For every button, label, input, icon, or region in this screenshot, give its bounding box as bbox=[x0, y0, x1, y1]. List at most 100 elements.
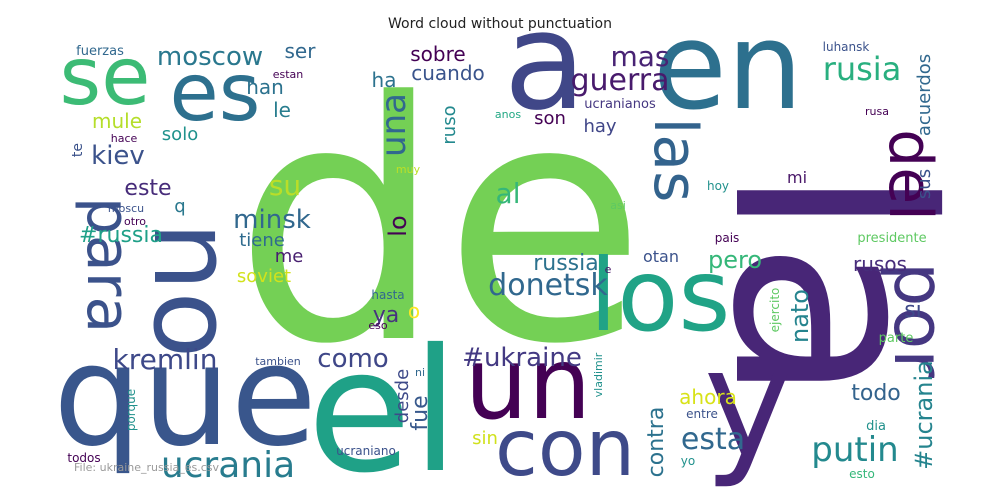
word-al: al bbox=[496, 177, 521, 210]
word-pais: pais bbox=[715, 231, 740, 245]
word-esta: esta bbox=[681, 422, 745, 457]
word-ha: ha bbox=[372, 68, 397, 92]
word-ucrania: #ucrania bbox=[910, 360, 938, 470]
word-ni: ni bbox=[415, 366, 425, 379]
word-la: la bbox=[673, 165, 988, 405]
word-kremlin: kremlin bbox=[113, 343, 218, 376]
word-ejercito: ejercito bbox=[768, 288, 782, 333]
word-o: o bbox=[408, 299, 420, 323]
word-a: a bbox=[504, 0, 587, 140]
chart-title: Word cloud without punctuation bbox=[388, 16, 612, 32]
word-ucranianos: ucranianos bbox=[584, 97, 656, 112]
word-ruso: ruso bbox=[439, 105, 460, 144]
word-kiev: kiev bbox=[91, 141, 145, 171]
word-entre: entre bbox=[686, 407, 718, 421]
word-si: si bbox=[904, 298, 922, 323]
word-su: su bbox=[269, 169, 301, 202]
word-anos: anos bbox=[495, 108, 521, 121]
word-mi: mi bbox=[787, 168, 807, 187]
word-hay: hay bbox=[583, 116, 616, 137]
word-se: se bbox=[60, 30, 151, 123]
word-cuando: cuando bbox=[411, 61, 485, 85]
word-no: no bbox=[129, 221, 257, 358]
word-otro: otro bbox=[124, 215, 146, 228]
word-han: han bbox=[246, 75, 284, 99]
word-soviet: soviet bbox=[237, 266, 291, 287]
word-un: un bbox=[465, 325, 592, 442]
word-tiene: tiene bbox=[239, 230, 285, 251]
word-ya: ya bbox=[373, 303, 400, 328]
word-donetsk: donetsk bbox=[488, 268, 608, 303]
word-dia: dia bbox=[866, 419, 886, 434]
word-fue: fue bbox=[408, 395, 433, 430]
word-pero: pero bbox=[708, 246, 762, 274]
word-q: q bbox=[174, 196, 185, 217]
word-putin: putin bbox=[811, 430, 898, 470]
word-ucraniano: ucraniano bbox=[336, 444, 396, 458]
word-minsk: minsk bbox=[233, 205, 311, 235]
word-ucrania: ucrania bbox=[161, 445, 295, 486]
word-yo: yo bbox=[681, 454, 695, 468]
word-lo: lo bbox=[384, 215, 412, 236]
word-russia: russia bbox=[533, 251, 599, 276]
word-las: las bbox=[640, 118, 710, 203]
word-por: por bbox=[878, 262, 960, 378]
word-mule: mule bbox=[92, 109, 142, 133]
word-que: que bbox=[53, 315, 317, 478]
word-ser: ser bbox=[285, 39, 317, 63]
word-eso: eso bbox=[368, 319, 387, 332]
word-guerra: guerra bbox=[570, 63, 669, 98]
word-asi: asi bbox=[610, 199, 626, 212]
word-parte: parte bbox=[879, 331, 914, 346]
word-en: en bbox=[653, 0, 803, 137]
word-nato: nato bbox=[786, 289, 814, 343]
word-hasta: hasta bbox=[371, 288, 404, 302]
word-e: e bbox=[605, 263, 612, 276]
word-me: me bbox=[275, 246, 304, 267]
word-fuerzas: fuerzas bbox=[76, 44, 124, 59]
word-solo: solo bbox=[162, 124, 198, 145]
word-para: para bbox=[73, 197, 143, 333]
word-todos: todos bbox=[67, 451, 100, 465]
word-ahora: ahora bbox=[679, 385, 737, 409]
word-presidente: presidente bbox=[857, 231, 926, 246]
word-tambien: tambien bbox=[255, 355, 301, 368]
word-russia: #russia bbox=[79, 223, 163, 248]
word-acuerdos: acuerdos bbox=[914, 54, 935, 136]
word-los: los bbox=[589, 237, 730, 354]
word-este: este bbox=[124, 176, 171, 201]
word-con: con bbox=[495, 404, 635, 494]
word-porque: porque bbox=[124, 389, 138, 431]
word-mas: mas bbox=[610, 40, 669, 73]
word-es: es bbox=[170, 46, 261, 139]
word-desde: desde bbox=[392, 369, 413, 423]
word-ukraine: #ukraine bbox=[462, 343, 582, 373]
word-muy: muy bbox=[396, 163, 421, 176]
word-el: el bbox=[307, 313, 459, 500]
word-sin: sin bbox=[472, 428, 498, 449]
word-vladimir: vladimir bbox=[592, 352, 605, 397]
word-sobre: sobre bbox=[410, 42, 465, 66]
word-rusos: rusos bbox=[853, 252, 907, 276]
word-otan: otan bbox=[643, 247, 679, 266]
word-moscow: moscow bbox=[157, 42, 263, 72]
word-una: una bbox=[374, 93, 414, 157]
word-todo: todo bbox=[851, 381, 901, 406]
word-como: como bbox=[317, 344, 388, 374]
word-y: y bbox=[704, 317, 793, 491]
word-rusa: rusa bbox=[865, 105, 889, 118]
word-esto: esto bbox=[849, 467, 875, 481]
word-te: te bbox=[70, 143, 86, 157]
word-hoy: hoy bbox=[707, 179, 729, 193]
word-estan: estan bbox=[273, 68, 304, 81]
word-hace: hace bbox=[111, 132, 138, 145]
word-rusia: rusia bbox=[823, 50, 902, 88]
word-contra: contra bbox=[644, 407, 669, 478]
word-luhansk: luhansk bbox=[823, 40, 870, 54]
word-del: del bbox=[875, 129, 945, 221]
word-le: le bbox=[273, 98, 291, 122]
word-sus: sus bbox=[914, 169, 935, 199]
source-file-note: File: ukraine_russia_es.csv bbox=[74, 461, 220, 474]
